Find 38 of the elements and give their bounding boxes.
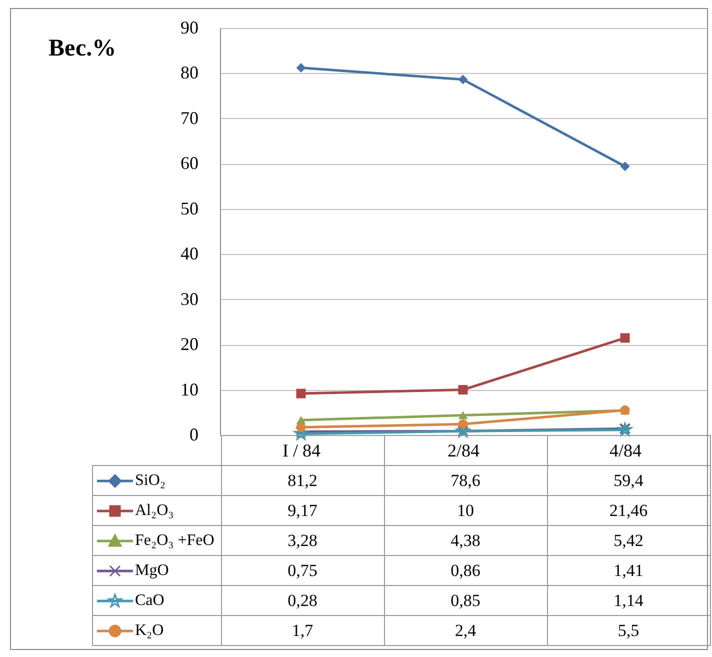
data-label: 3,28 — [221, 526, 384, 556]
data-label: 4,38 — [384, 526, 547, 556]
y-tick-label: 0 — [190, 424, 198, 444]
legend-label: Fe₂O₃ +FeO — [135, 532, 214, 548]
legend-label: Al₂O₃ — [135, 502, 174, 518]
data-label: 5,42 — [547, 526, 710, 556]
data-label: 1,14 — [547, 586, 710, 616]
x-tick-label: 4/84 — [609, 440, 642, 460]
data-label: 10 — [384, 496, 547, 526]
data-label: 1,41 — [547, 556, 710, 586]
data-label: 81,2 — [221, 466, 384, 496]
data-label: 5,5 — [547, 616, 710, 646]
y-tick-label: 80 — [180, 62, 198, 83]
x-tick-label: 2/84 — [447, 440, 480, 460]
data-label: 21,46 — [547, 496, 710, 526]
legend-label: SiO₂ — [135, 472, 166, 488]
y-tick-label: 30 — [180, 288, 198, 309]
legend-label: K₂O — [135, 622, 164, 638]
y-tick-label: 60 — [180, 153, 198, 174]
data-label: 0,86 — [384, 556, 547, 586]
data-label: 59,4 — [547, 466, 710, 496]
data-label: 0,28 — [221, 586, 384, 616]
data-label: 1,7 — [221, 616, 384, 646]
data-label: 2,4 — [384, 616, 547, 646]
y-tick-label: 70 — [180, 108, 198, 128]
y-axis-title: Вес.% — [48, 36, 116, 62]
data-label: 0,75 — [221, 556, 384, 586]
y-tick-label: 90 — [180, 18, 198, 38]
data-label: 9,17 — [221, 496, 384, 526]
y-tick-label: 50 — [180, 198, 198, 218]
legend-label: CaO — [135, 592, 164, 608]
y-tick-label: 10 — [180, 379, 198, 400]
y-tick-label: 20 — [180, 334, 198, 354]
x-tick-label: I / 84 — [282, 440, 320, 460]
data-label: 78,6 — [384, 466, 547, 496]
y-tick-label: 40 — [180, 244, 198, 264]
legend-label: MgO — [135, 562, 169, 578]
data-label: 0,85 — [384, 586, 547, 616]
